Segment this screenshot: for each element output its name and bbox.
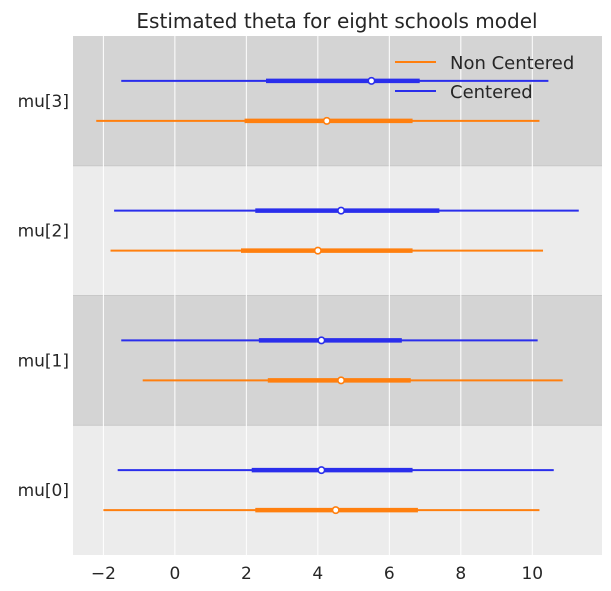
y-tick-label: mu[1] — [18, 351, 69, 371]
series-layer — [96, 76, 579, 515]
x-tick-label: 0 — [169, 564, 180, 584]
centered-mean-point — [317, 466, 326, 475]
x-tick-labels: −2 0 2 4 6 8 10 — [91, 564, 543, 584]
legend-label: Non Centered — [450, 53, 574, 74]
x-tick-label: 10 — [521, 564, 543, 584]
legend-label: Centered — [450, 82, 533, 103]
y-tick-label: mu[0] — [18, 481, 69, 501]
y-tick-label: mu[2] — [18, 222, 69, 242]
non-centered-mean-point — [337, 376, 346, 385]
y-tick-labels: mu[3] mu[2] mu[1] mu[0] — [18, 92, 69, 501]
x-tick-label: 6 — [384, 564, 395, 584]
centered-mean-point — [317, 336, 326, 345]
row-band — [73, 36, 602, 166]
y-tick-label: mu[3] — [18, 92, 69, 112]
non-centered-mean-point — [331, 506, 340, 515]
row-band — [73, 425, 602, 555]
centered-mean-point — [337, 206, 346, 215]
centered-mean-point — [367, 76, 376, 85]
x-tick-label: 8 — [455, 564, 466, 584]
row-bands — [73, 36, 602, 555]
x-tick-label: 4 — [312, 564, 323, 584]
x-tick-label: 2 — [241, 564, 252, 584]
row-band — [73, 295, 602, 426]
x-tick-label: −2 — [91, 564, 116, 584]
legend: Non Centered Centered — [395, 53, 574, 103]
chart-title: Estimated theta for eight schools model — [136, 9, 537, 33]
non-centered-mean-point — [322, 116, 331, 125]
row-band — [73, 165, 602, 296]
non-centered-mean-point — [313, 246, 322, 255]
